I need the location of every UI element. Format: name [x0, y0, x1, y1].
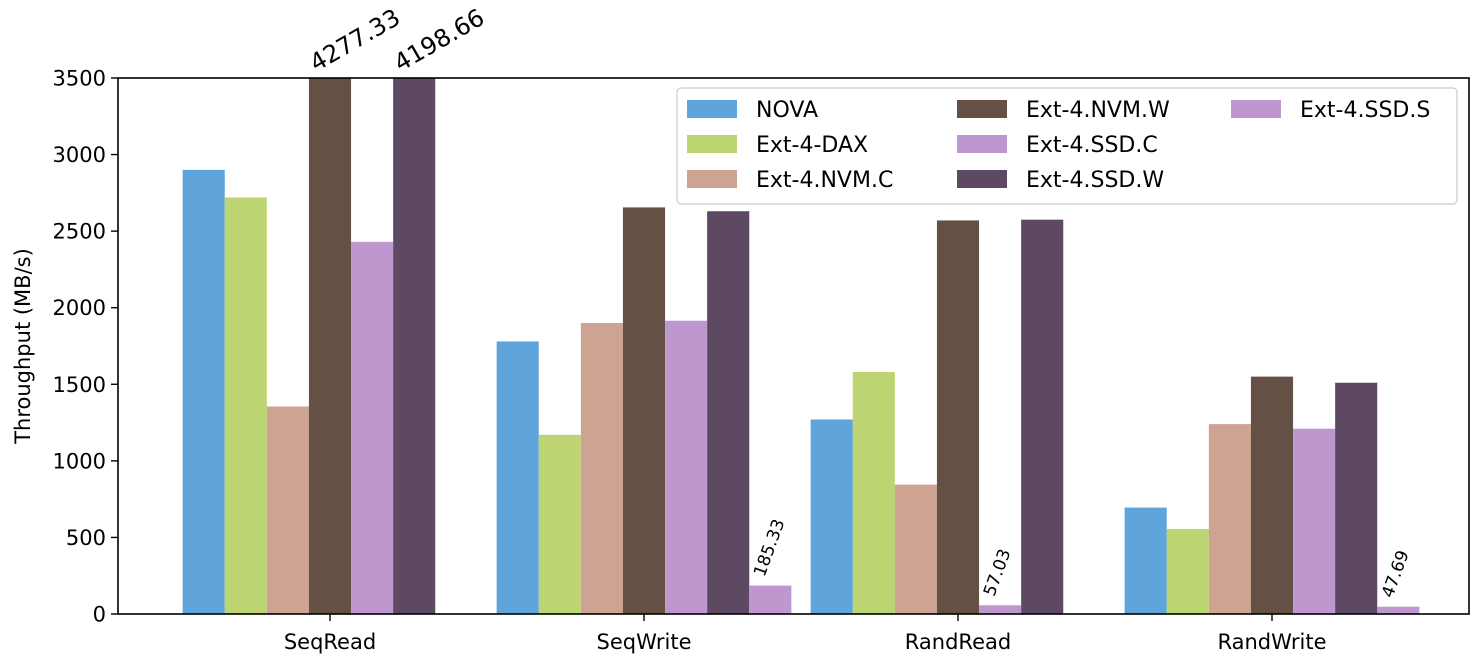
bar-ext-4-nvm-w-seqwrite [622, 207, 666, 614]
legend-label: Ext-4.SSD.S [1300, 98, 1430, 123]
axes-layer: 0 500 1000 1500 2000 2500 3000 3500 SeqRead SeqW… [11, 67, 1470, 654]
bar-ext-4-ssd-s-randwrite [1377, 606, 1420, 614]
x-axis-ticks: SeqRead SeqWrite RandRead RandWrite [284, 614, 1327, 654]
y-tick-label: 1500 [53, 373, 106, 397]
bar-nova-seqread [182, 169, 225, 614]
bar-ext-4-ssd-c-seqwrite [665, 320, 708, 614]
plot-frame [117, 77, 1470, 615]
bar-ext-4-dax-seqwrite [538, 434, 581, 614]
legend-swatch [957, 135, 1007, 153]
x-tick-label: RandRead [905, 630, 1011, 654]
legend-label: Ext-4.SSD.C [1026, 133, 1158, 158]
bar-ext-4-ssd-c-randwrite [1293, 428, 1336, 614]
bar-ext-4-ssd-w-randread [1021, 219, 1064, 614]
bar-nova-seqwrite [496, 341, 539, 614]
legend-label: Ext-4-DAX [756, 133, 868, 158]
y-axis-label: Throughput (MB/s) [11, 248, 35, 445]
legend-label: NOVA [756, 98, 818, 123]
bar-ext-4-ssd-s-seqwrite [749, 585, 792, 614]
bar-ext-4-nvm-c-randwrite [1208, 424, 1251, 614]
bar-ext-4-dax-seqread [224, 197, 267, 614]
legend-swatch [1231, 100, 1281, 118]
bar-ext-4-ssd-c-randread [979, 605, 1022, 614]
data-label: 185.33 [750, 517, 789, 580]
y-tick-label: 1000 [53, 449, 106, 473]
y-tick-label: 3000 [53, 143, 106, 167]
x-tick-label: SeqWrite [596, 630, 691, 654]
legend: NOVA Ext-4-DAX Ext-4.NVM.C Ext-4.NVM.W Ext-4… [676, 87, 1458, 205]
legend-swatch [687, 135, 737, 153]
legend-swatch [687, 170, 737, 188]
legend-swatch [687, 100, 737, 118]
bar-nova-randwrite [1124, 507, 1167, 614]
x-tick-label: SeqRead [284, 630, 376, 654]
bar-ext-4-dax-randwrite [1166, 529, 1209, 614]
bar-ext-4-ssd-w-seqwrite [707, 211, 750, 615]
x-tick-label: RandWrite [1217, 630, 1326, 654]
bars-layer [182, 78, 1420, 615]
y-tick-label: 2000 [53, 296, 106, 320]
data-label: 4198.66 [389, 3, 489, 77]
legend-label: Ext-4.NVM.C [756, 168, 893, 193]
legend-swatch [957, 100, 1007, 118]
bar-ext-4-nvm-c-seqwrite [580, 323, 623, 614]
bar-ext-4-nvm-c-randread [894, 484, 937, 614]
y-tick-label: 0 [93, 603, 106, 627]
bar-ext-4-ssd-w-randwrite [1335, 382, 1378, 614]
legend-label: Ext-4.SSD.W [1026, 168, 1164, 193]
bar-ext-4-nvm-w-randwrite [1250, 376, 1294, 614]
bar-ext-4-nvm-w-randread [936, 220, 980, 615]
y-tick-label: 3500 [53, 67, 106, 91]
bar-ext-4-dax-randread [852, 372, 895, 614]
bar-ext-4-nvm-c-seqread [266, 406, 309, 614]
bar-ext-4-nvm-w-seqread [308, 78, 352, 614]
data-label: 57.03 [980, 546, 1015, 599]
legend-swatch [957, 170, 1007, 188]
data-label: 47.69 [1378, 548, 1413, 601]
y-axis-ticks: 0 500 1000 1500 2000 2500 3000 3500 [53, 67, 118, 627]
bar-nova-randread [810, 419, 853, 614]
legend-label: Ext-4.NVM.W [1026, 98, 1170, 123]
bar-ext-4-ssd-w-seqread [393, 78, 436, 614]
data-label: 4277.33 [305, 3, 405, 77]
bar-ext-4-ssd-c-seqread [351, 241, 394, 615]
y-tick-label: 500 [66, 526, 106, 550]
y-tick-label: 2500 [53, 220, 106, 244]
